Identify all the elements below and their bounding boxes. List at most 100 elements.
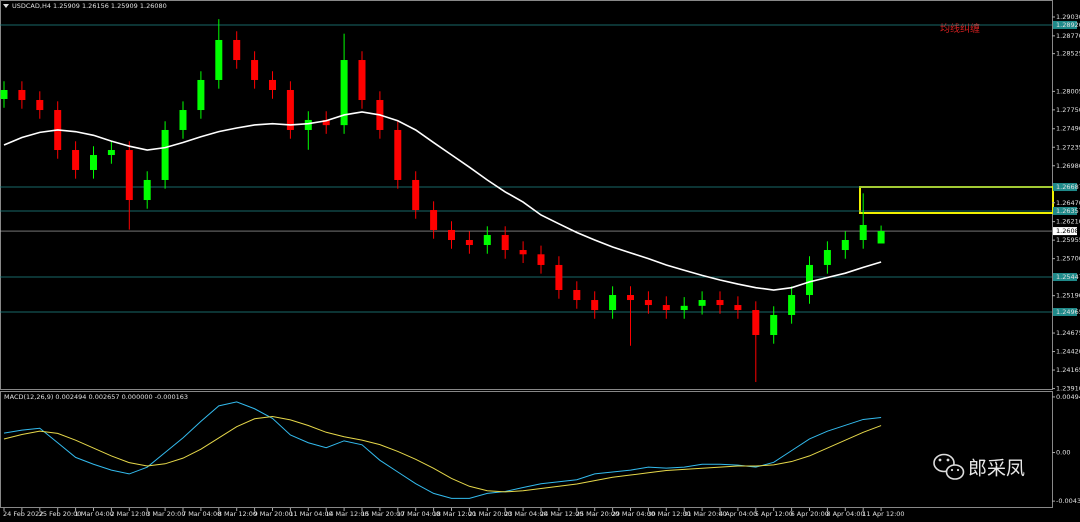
candle-body	[72, 150, 80, 170]
level-label: 1.26687	[1056, 183, 1080, 191]
x-tick-label: 30 Mar 12:00	[647, 510, 690, 518]
y-tick-label: 1.25955	[1056, 236, 1080, 244]
candle-body	[752, 310, 760, 336]
candle-body	[519, 250, 527, 255]
annotation: 均线纠缠	[940, 22, 980, 35]
watermark: 郎采凤	[968, 458, 1025, 480]
candle-body	[662, 305, 670, 311]
moving-average	[3, 111, 882, 291]
y-tick-label: 1.23910	[1056, 385, 1080, 393]
candle-body	[573, 290, 581, 301]
candle-body	[555, 264, 563, 291]
candle-body	[251, 60, 259, 80]
macd-line	[3, 416, 882, 493]
menu-triangle[interactable]	[3, 4, 9, 8]
candle-body	[644, 300, 652, 306]
y-tick-label: 1.26470	[1056, 199, 1080, 207]
candle-body	[483, 234, 491, 246]
candle-body	[143, 179, 151, 201]
candle-body	[358, 60, 366, 101]
level-label: 1.24965	[1056, 308, 1080, 316]
x-tick-label: 25 Feb 20:00	[39, 510, 82, 518]
level-box	[1053, 273, 1077, 282]
x-tick-label: 25 Mar 20:00	[576, 510, 619, 518]
macd-title: MACD(12,26,9) 0.002494 0.002657 0.000000…	[4, 393, 188, 401]
candle-body	[823, 250, 831, 265]
y-tick-label: 0.00	[1056, 449, 1070, 457]
candle-body	[591, 300, 599, 311]
level-box	[1053, 183, 1077, 192]
x-tick-label: 11 Apr 12:00	[862, 510, 904, 518]
candle-body	[18, 89, 26, 101]
current-price-box	[1053, 227, 1077, 236]
level-label: 1.25447	[1056, 273, 1080, 281]
candle-body	[698, 300, 706, 306]
macd-panel-border	[0, 391, 1053, 508]
y-tick-label: -0.004317	[1056, 497, 1080, 505]
candle-body	[0, 89, 8, 99]
candle-body	[36, 100, 44, 111]
candle-body	[340, 60, 348, 126]
candle-body	[806, 264, 813, 296]
y-tick-label: 1.25700	[1056, 255, 1080, 263]
level-box	[1053, 307, 1077, 316]
candle-body	[286, 89, 294, 130]
candle-body	[125, 150, 133, 201]
candle-body	[322, 119, 330, 126]
x-tick-label: 8 Apr 04:00	[826, 510, 864, 518]
candle-body	[197, 79, 205, 111]
y-tick-label: 0.004943	[1056, 393, 1080, 401]
candle-body	[161, 129, 169, 180]
candle-body	[215, 39, 223, 80]
candle-body	[788, 295, 796, 315]
x-tick-label: 7 Mar 04:00	[182, 510, 221, 518]
candle-body	[537, 254, 545, 265]
candle-body	[448, 229, 455, 241]
current-price-label: 1.26080	[1056, 227, 1080, 235]
x-tick-label: 24 Mar 12:00	[540, 510, 583, 518]
x-tick-label: 9 Mar 20:00	[254, 510, 293, 518]
y-tick-label: 1.24165	[1056, 366, 1080, 374]
x-tick-label: 8 Mar 12:00	[218, 510, 257, 518]
candle-body	[627, 295, 634, 301]
x-tick-label: 14 Mar 12:00	[325, 510, 368, 518]
candle-body	[859, 224, 867, 241]
level-label: 1.28920	[1056, 21, 1080, 29]
candle-body	[394, 129, 402, 180]
y-tick-label: 1.26210	[1056, 218, 1080, 226]
x-tick-label: 24 Feb 2022	[3, 510, 43, 518]
x-tick-label: 29 Mar 04:00	[612, 510, 655, 518]
y-tick-label: 1.26980	[1056, 162, 1080, 170]
x-tick-label: 18 Mar 12:00	[433, 510, 476, 518]
x-tick-label: 31 Mar 20:00	[683, 510, 726, 518]
candle-body	[609, 295, 617, 311]
y-tick-label: 1.27235	[1056, 143, 1080, 151]
candle-body	[430, 210, 438, 230]
candle-body	[269, 79, 276, 90]
x-tick-label: 1 Mar 04:00	[75, 510, 114, 518]
x-tick-label: 23 Mar 04:00	[504, 510, 547, 518]
y-tick-label: 1.25190	[1056, 292, 1080, 300]
x-tick-label: 4 Apr 04:00	[719, 510, 757, 518]
y-tick-label: 1.24675	[1056, 329, 1080, 337]
macd-line	[3, 401, 882, 499]
chart-title: USDCAD,H4 1.25909 1.26156 1.25909 1.2608…	[12, 2, 167, 10]
candle-body	[107, 150, 115, 156]
x-tick-label: 6 Apr 20:00	[791, 510, 829, 518]
candle-body	[179, 110, 187, 130]
x-tick-label: 5 Apr 12:00	[755, 510, 793, 518]
candle-body	[90, 155, 97, 170]
candle-body	[841, 240, 849, 251]
y-tick-label: 1.29030	[1056, 13, 1080, 21]
level-box	[1053, 206, 1077, 215]
candle-body	[465, 240, 473, 246]
watermark-icon	[933, 453, 965, 480]
y-tick-label: 1.28770	[1056, 32, 1080, 40]
candle-body	[734, 305, 742, 311]
y-tick-label: 1.28525	[1056, 50, 1080, 58]
x-tick-label: 3 Mar 20:00	[146, 510, 185, 518]
candle-body	[770, 314, 778, 336]
x-tick-label: 11 Mar 04:00	[289, 510, 332, 518]
y-tick-label: 1.28005	[1056, 87, 1080, 95]
